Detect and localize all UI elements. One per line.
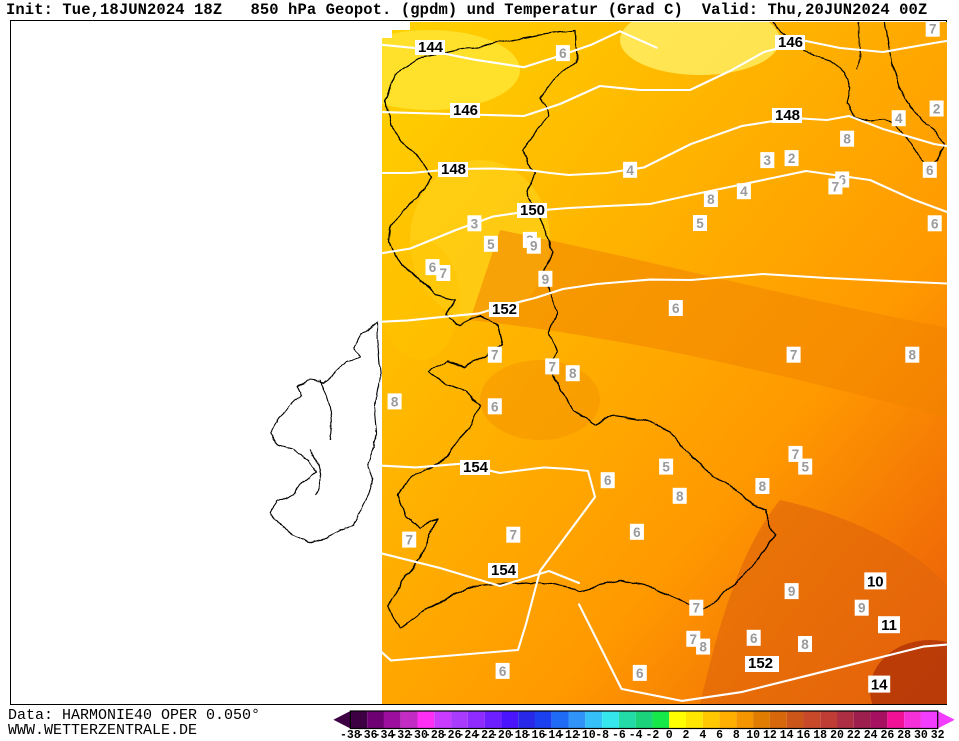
svg-text:6: 6	[931, 216, 939, 231]
svg-text:18: 18	[813, 729, 827, 741]
svg-text:8: 8	[843, 132, 851, 147]
svg-text:8: 8	[676, 489, 684, 504]
svg-text:12: 12	[763, 729, 777, 741]
svg-text:8: 8	[759, 479, 767, 494]
svg-text:154: 154	[463, 459, 489, 476]
svg-text:7: 7	[510, 528, 518, 543]
svg-text:3: 3	[471, 216, 479, 231]
svg-text:-8: -8	[595, 729, 609, 741]
svg-text:16: 16	[797, 729, 811, 741]
svg-text:6: 6	[429, 260, 437, 275]
svg-text:7: 7	[792, 447, 800, 462]
svg-text:32: 32	[931, 729, 945, 741]
svg-text:148: 148	[441, 161, 466, 178]
svg-text:6: 6	[499, 664, 507, 679]
svg-text:6: 6	[716, 729, 723, 741]
svg-text:146: 146	[778, 34, 803, 51]
svg-text:5: 5	[696, 216, 704, 231]
svg-text:152: 152	[492, 301, 517, 318]
svg-text:4: 4	[740, 184, 748, 199]
svg-text:148: 148	[775, 107, 800, 124]
svg-text:10: 10	[746, 729, 760, 741]
svg-text:9: 9	[530, 239, 538, 254]
svg-text:7: 7	[790, 348, 798, 363]
svg-text:9: 9	[788, 584, 796, 599]
svg-text:8: 8	[733, 729, 740, 741]
svg-text:8: 8	[569, 366, 577, 381]
svg-text:6: 6	[491, 399, 499, 414]
svg-text:2: 2	[933, 102, 941, 117]
svg-text:24: 24	[864, 729, 878, 741]
svg-text:6: 6	[559, 46, 567, 61]
svg-text:11: 11	[881, 617, 897, 634]
svg-text:5: 5	[801, 460, 809, 475]
svg-text:2: 2	[683, 729, 690, 741]
svg-text:6: 6	[633, 525, 641, 540]
svg-text:8: 8	[909, 348, 917, 363]
svg-text:-10: -10	[575, 729, 596, 741]
svg-text:7: 7	[690, 632, 698, 647]
svg-text:7: 7	[929, 22, 937, 37]
svg-text:14: 14	[780, 729, 794, 741]
svg-text:3: 3	[764, 153, 772, 168]
svg-text:5: 5	[662, 460, 670, 475]
svg-text:20: 20	[830, 729, 844, 741]
svg-text:7: 7	[491, 348, 499, 363]
svg-text:7: 7	[548, 359, 556, 374]
svg-text:7: 7	[440, 266, 448, 281]
svg-text:2: 2	[788, 151, 796, 166]
svg-text:7: 7	[693, 601, 701, 616]
svg-text:4: 4	[895, 111, 903, 126]
svg-text:6: 6	[926, 163, 934, 178]
svg-text:6: 6	[672, 301, 680, 316]
svg-text:-2: -2	[645, 729, 659, 741]
svg-text:8: 8	[699, 640, 707, 655]
svg-text:26: 26	[880, 729, 894, 741]
svg-text:150: 150	[520, 202, 545, 219]
svg-text:6: 6	[636, 666, 644, 681]
svg-text:5: 5	[487, 237, 495, 252]
svg-text:30: 30	[914, 729, 928, 741]
svg-text:146: 146	[453, 102, 478, 119]
svg-text:9: 9	[542, 272, 550, 287]
svg-text:8: 8	[391, 394, 399, 409]
svg-text:6: 6	[604, 473, 612, 488]
svg-text:154: 154	[491, 562, 517, 579]
svg-text:9: 9	[858, 601, 866, 616]
svg-text:22: 22	[847, 729, 861, 741]
svg-text:7: 7	[405, 533, 413, 548]
svg-text:8: 8	[801, 637, 809, 652]
svg-text:-4: -4	[629, 729, 643, 741]
svg-text:8: 8	[707, 192, 715, 207]
svg-text:-6: -6	[612, 729, 626, 741]
svg-text:6: 6	[750, 631, 758, 646]
svg-text:0: 0	[666, 729, 673, 741]
svg-text:4: 4	[626, 163, 634, 178]
svg-text:152: 152	[748, 655, 773, 672]
svg-text:7: 7	[832, 179, 840, 194]
svg-text:14: 14	[871, 677, 888, 694]
svg-text:10: 10	[867, 573, 884, 590]
svg-text:144: 144	[418, 39, 444, 56]
svg-text:4: 4	[699, 729, 706, 741]
svg-text:28: 28	[897, 729, 911, 741]
